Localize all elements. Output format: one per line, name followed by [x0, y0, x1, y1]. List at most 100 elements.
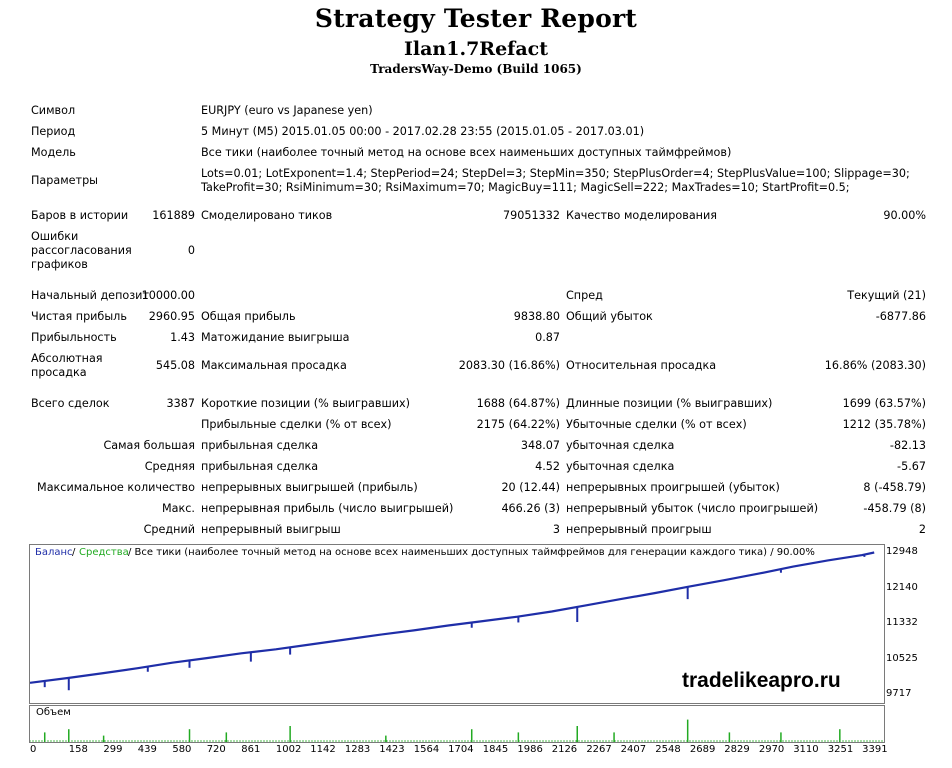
largest-loss-value: -82.13	[889, 439, 926, 452]
max-wins-label: непрерывных выигрышей (прибыль)	[201, 481, 418, 494]
profit-factor-label: Прибыльность	[31, 331, 117, 344]
x-tick-label: 1564	[413, 744, 440, 755]
max-profit-value: 466.26 (3)	[501, 502, 560, 515]
gross-profit-value: 9838.80	[513, 310, 560, 323]
net-profit-label: Чистая прибыль	[31, 310, 127, 323]
avg-losses-label: непрерывный проигрыш	[566, 523, 712, 536]
x-tick-label: 3110	[793, 744, 819, 755]
total-trades-label: Всего сделок	[31, 397, 110, 410]
spread-value: Текущий (21)	[847, 289, 926, 302]
balance-series-line	[29, 551, 875, 684]
max-losses-label: непрерывных проигрышей (убыток)	[566, 481, 780, 494]
x-tick-label: 1704	[448, 744, 474, 755]
profit-trades-label: Прибыльные сделки (% от всех)	[201, 418, 392, 431]
x-tick-label: 2970	[758, 744, 785, 755]
expert-name: Ilan1.7Refact	[404, 38, 548, 60]
largest-label: Самая большая	[103, 439, 195, 452]
max-drawdown-label: Максимальная просадка	[201, 359, 347, 372]
bars-value: 161889	[152, 209, 195, 222]
spread-label: Спред	[566, 289, 603, 302]
largest-profit-value: 348.07	[520, 439, 560, 452]
x-tick-label: 1002	[275, 744, 302, 755]
largest-loss-label: убыточная сделка	[566, 439, 675, 452]
x-tick-label: 1142	[310, 744, 336, 755]
volume-chart-svg	[29, 719, 883, 742]
x-tick-label: 2407	[620, 744, 647, 755]
y-tick-label: 11332	[886, 617, 918, 629]
symbol-label: Символ	[31, 104, 76, 117]
short-positions-label: Короткие позиции (% выигравших)	[201, 397, 410, 410]
max-label: Макс.	[162, 502, 195, 515]
volume-chart	[29, 705, 885, 743]
symbol-value: EURJPY (euro vs Japanese yen)	[201, 104, 373, 117]
x-tick-label: 2689	[689, 744, 716, 755]
rel-drawdown-label: Относительная просадка	[566, 359, 717, 372]
x-tick-label: 1986	[517, 744, 543, 755]
y-tick-label: 10525	[886, 652, 918, 664]
average-loss-label: убыточная сделка	[566, 460, 675, 473]
avg-losses-value: 2	[918, 523, 926, 536]
volume-label: Объем	[36, 707, 71, 718]
quality-value: 90.00%	[883, 209, 926, 222]
errors-value: 0	[187, 244, 195, 257]
gross-profit-label: Общая прибыль	[201, 310, 296, 323]
deposit-value: 10000.00	[141, 289, 195, 302]
profit-trades-value: 2175 (64.22%)	[476, 418, 560, 431]
x-tick-label: 1423	[379, 744, 405, 755]
legend-description: / Все тики (наиболее точный метод на осн…	[128, 547, 815, 558]
params-line-2: TakeProfit=30; RsiMinimum=30; RsiMaximum…	[201, 181, 850, 194]
max-losses-value: 8 (-458.79)	[863, 481, 926, 494]
model-value: Все тики (наиболее точный метод на основ…	[201, 146, 732, 159]
x-tick-label: 3251	[827, 744, 854, 755]
legend-balance: Баланс	[35, 547, 73, 558]
params-line-1: Lots=0.01; LotExponent=1.4; StepPeriod=2…	[201, 167, 910, 180]
average-loss-value: -5.67	[897, 460, 926, 473]
balance-chart	[29, 544, 885, 704]
gross-loss-label: Общий убыток	[566, 310, 653, 323]
x-tick-label: 1845	[482, 744, 509, 755]
net-profit-value: 2960.95	[148, 310, 195, 323]
period-label: Период	[31, 125, 76, 138]
x-tick-label: 2829	[724, 744, 750, 755]
report-title: Strategy Tester Report	[314, 4, 638, 33]
x-tick-label: 2267	[586, 744, 612, 755]
total-trades-value: 3387	[166, 397, 195, 410]
avg-wins-value: 3	[552, 523, 560, 536]
x-tick-label: 1283	[344, 744, 371, 755]
average-profit-label: прибыльная сделка	[201, 460, 319, 473]
x-tick-label: 720	[206, 744, 226, 755]
ticks-label: Смоделировано тиков	[201, 209, 333, 222]
long-positions-value: 1699 (63.57%)	[842, 397, 926, 410]
errors-label-3: графиков	[31, 258, 88, 271]
ticks-value: 79051332	[503, 209, 560, 222]
x-tick-label: 158	[68, 744, 88, 755]
period-value: 5 Минут (M5) 2015.01.05 00:00 - 2017.02.…	[201, 125, 645, 138]
largest-profit-label: прибыльная сделка	[201, 439, 319, 452]
payoff-value: 0.87	[535, 331, 560, 344]
legend-separator: /	[72, 547, 76, 558]
watermark-text: tradelikeapro.ru	[682, 669, 841, 692]
server-name: TradersWay-Demo (Build 1065)	[370, 62, 582, 76]
max-loss-value: -458.79 (8)	[863, 502, 926, 515]
x-tick-label: 861	[241, 744, 261, 755]
abs-drawdown-label-1: Абсолютная	[31, 352, 103, 365]
x-tick-label: 2548	[655, 744, 681, 755]
loss-trades-label: Убыточные сделки (% от всех)	[566, 418, 747, 431]
max-drawdown-value: 2083.30 (16.86%)	[458, 359, 560, 372]
abs-drawdown-value: 545.08	[155, 359, 195, 372]
errors-label-1: Ошибки	[31, 230, 79, 243]
gross-loss-value: -6877.86	[875, 310, 926, 323]
y-tick-label: 12948	[886, 546, 918, 557]
long-positions-label: Длинные позиции (% выигравших)	[566, 397, 773, 410]
y-tick-label: 9717	[886, 688, 912, 700]
short-positions-value: 1688 (64.87%)	[476, 397, 560, 410]
abs-drawdown-label-2: просадка	[31, 366, 87, 379]
max-wins-value: 20 (12.44)	[501, 481, 560, 494]
x-tick-label: 0	[30, 744, 37, 755]
params-label: Параметры	[31, 174, 98, 187]
average-label: Средняя	[144, 460, 195, 473]
payoff-label: Матожидание выигрыша	[201, 331, 350, 344]
profit-factor-value: 1.43	[170, 331, 195, 344]
x-tick-label: 580	[172, 744, 192, 755]
x-tick-label: 439	[137, 744, 157, 755]
